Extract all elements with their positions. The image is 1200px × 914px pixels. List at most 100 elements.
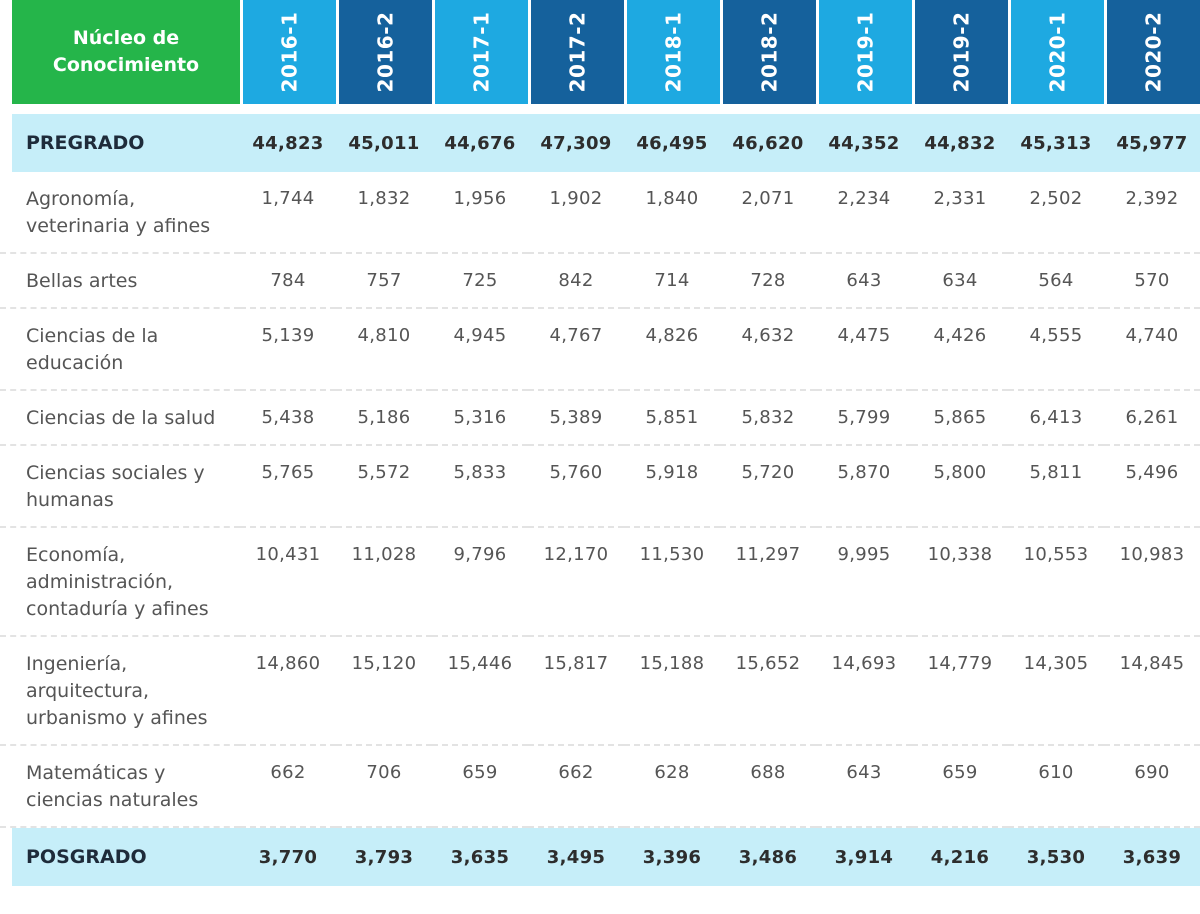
period-header-label: 2020-1 [1045,11,1070,93]
value-cell: 5,851 [624,391,720,446]
value-cell: 44,832 [912,114,1008,172]
value-cell: 5,811 [1008,446,1104,528]
value-cell: 643 [816,254,912,309]
value-cell: 3,635 [432,828,528,886]
value-cell: 5,765 [240,446,336,528]
row-label: Ciencias sociales y humanas [0,446,240,528]
table-row: Ciencias de la salud 5,438 5,186 5,316 5,389… [0,391,1200,446]
value-cell: 5,438 [240,391,336,446]
value-cell: 5,865 [912,391,1008,446]
table-row: Agronomía, veterinaria y afines 1,744 1,83… [0,172,1200,254]
value-cell: 10,553 [1008,528,1104,637]
value-cell: 15,120 [336,637,432,746]
period-header-label: 2019-2 [949,11,974,93]
table-row: Bellas artes 784 757 725 842 714 728 643 634 564 5… [0,254,1200,309]
value-cell: 610 [1008,746,1104,828]
value-cell: 5,572 [336,446,432,528]
value-cell: 15,652 [720,637,816,746]
aggregate-row: POSGRADO 3,770 3,793 3,635 3,495 3,396 3,486 3,… [0,828,1200,886]
period-header: 2017-1 [432,0,528,104]
value-cell: 44,352 [816,114,912,172]
row-label: Ciencias de la salud [0,391,240,446]
value-cell: 5,832 [720,391,816,446]
period-header: 2016-1 [240,0,336,104]
value-cell: 5,833 [432,446,528,528]
value-cell: 1,840 [624,172,720,254]
value-cell: 3,914 [816,828,912,886]
enrollment-table: Núcleo de Conocimiento 2016-1 2016-2 2017-… [0,0,1200,886]
value-cell: 5,389 [528,391,624,446]
value-cell: 5,760 [528,446,624,528]
period-header-label: 2019-1 [853,11,878,93]
period-header-label: 2018-2 [757,11,782,93]
value-cell: 2,392 [1104,172,1200,254]
value-cell: 4,810 [336,309,432,391]
value-cell: 5,186 [336,391,432,446]
period-header: 2016-2 [336,0,432,104]
value-cell: 725 [432,254,528,309]
value-cell: 46,495 [624,114,720,172]
period-header: 2018-1 [624,0,720,104]
value-cell: 3,396 [624,828,720,886]
row-label: POSGRADO [0,828,240,886]
value-cell: 6,413 [1008,391,1104,446]
value-cell: 15,188 [624,637,720,746]
period-header-label: 2016-1 [277,11,302,93]
value-cell: 9,995 [816,528,912,637]
value-cell: 659 [912,746,1008,828]
value-cell: 3,793 [336,828,432,886]
value-cell: 14,860 [240,637,336,746]
row-label: Matemáticas y ciencias naturales [0,746,240,828]
value-cell: 44,676 [432,114,528,172]
value-cell: 4,740 [1104,309,1200,391]
table-row: Matemáticas y ciencias naturales 662 706 65… [0,746,1200,828]
aggregate-row: PREGRADO 44,823 45,011 44,676 47,309 46,495 46… [0,114,1200,172]
value-cell: 2,234 [816,172,912,254]
value-cell: 4,555 [1008,309,1104,391]
value-cell: 3,486 [720,828,816,886]
value-cell: 842 [528,254,624,309]
value-cell: 15,446 [432,637,528,746]
value-cell: 14,845 [1104,637,1200,746]
period-header-label: 2018-1 [661,11,686,93]
value-cell: 6,261 [1104,391,1200,446]
row-label: Economía, administración, contaduría y a… [0,528,240,637]
table-header: Núcleo de Conocimiento 2016-1 2016-2 2017-… [0,0,1200,104]
value-cell: 4,475 [816,309,912,391]
value-cell: 662 [240,746,336,828]
period-header: 2017-2 [528,0,624,104]
value-cell: 5,316 [432,391,528,446]
value-cell: 10,983 [1104,528,1200,637]
value-cell: 3,495 [528,828,624,886]
value-cell: 1,956 [432,172,528,254]
value-cell: 10,431 [240,528,336,637]
value-cell: 4,826 [624,309,720,391]
corner-header: Núcleo de Conocimiento [0,0,240,104]
row-label: Ciencias de la educación [0,309,240,391]
row-label: Bellas artes [0,254,240,309]
value-cell: 3,639 [1104,828,1200,886]
value-cell: 5,496 [1104,446,1200,528]
value-cell: 643 [816,746,912,828]
value-cell: 2,331 [912,172,1008,254]
value-cell: 5,800 [912,446,1008,528]
value-cell: 4,216 [912,828,1008,886]
row-label: Ingeniería, arquitectura, urbanismo y af… [0,637,240,746]
value-cell: 659 [432,746,528,828]
value-cell: 11,297 [720,528,816,637]
corner-header-label: Núcleo de Conocimiento [52,27,200,76]
period-header: 2020-1 [1008,0,1104,104]
value-cell: 46,620 [720,114,816,172]
value-cell: 47,309 [528,114,624,172]
value-cell: 12,170 [528,528,624,637]
value-cell: 3,530 [1008,828,1104,886]
table-row: Economía, administración, contaduría y a… [0,528,1200,637]
value-cell: 4,632 [720,309,816,391]
value-cell: 5,720 [720,446,816,528]
value-cell: 2,071 [720,172,816,254]
period-header: 2020-2 [1104,0,1200,104]
value-cell: 5,799 [816,391,912,446]
value-cell: 757 [336,254,432,309]
value-cell: 634 [912,254,1008,309]
value-cell: 5,870 [816,446,912,528]
